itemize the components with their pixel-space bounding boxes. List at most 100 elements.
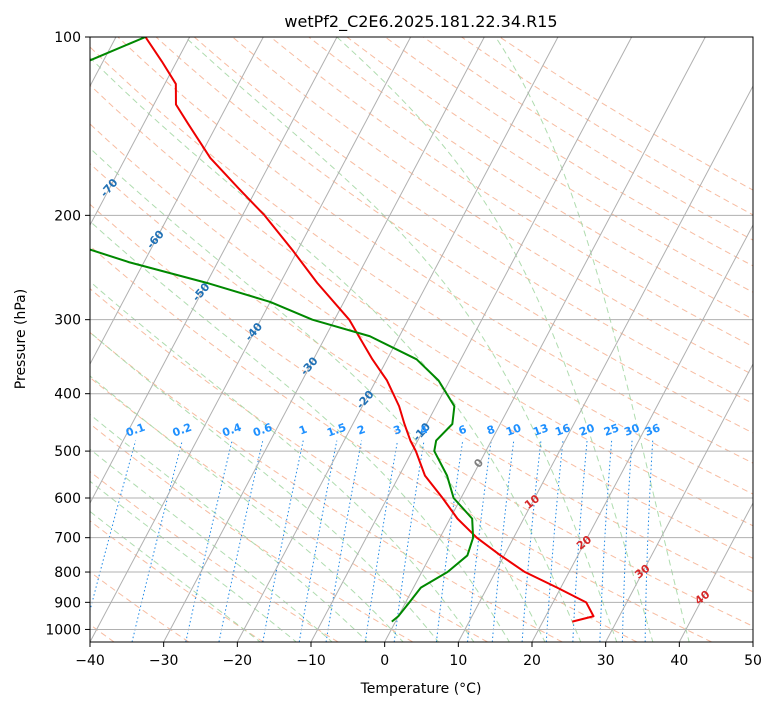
isotherm-label: -20 <box>354 388 377 412</box>
mixing-ratio-label: 6 <box>457 423 469 438</box>
dry-adiabat-line <box>117 37 753 464</box>
isotherm-line <box>236 37 559 642</box>
y-axis: 100 200 300 400 500 600 700 800 900 1000 <box>45 30 90 638</box>
mixing-ratio-line <box>393 440 425 642</box>
x-axis: −40 −30 −20 −10 0 10 20 30 40 50 <box>75 642 762 669</box>
dewpoint-profile-line <box>90 37 475 623</box>
mixing-ratio-line <box>599 440 613 642</box>
dry-adiabat-line <box>346 37 753 293</box>
isotherm-line <box>531 223 753 642</box>
dry-adiabat-label: 30 <box>632 562 652 582</box>
isotherm-label: -80 <box>51 126 74 150</box>
mixing-ratio-line <box>185 440 233 642</box>
mixing-ratio-line <box>364 440 399 642</box>
mixing-ratio-line <box>644 440 654 642</box>
mixing-ratio-line <box>621 440 633 642</box>
dry-adiabat-line <box>423 37 753 241</box>
mixing-ratio-label: 10 <box>504 421 523 439</box>
mixing-ratio-label: 2 <box>356 423 368 438</box>
dry-adiabat-line <box>90 84 753 527</box>
mixing-ratio-label: 1 <box>297 423 309 438</box>
isotherm-label: -60 <box>144 228 167 252</box>
moist-adiabat-line <box>495 37 690 642</box>
isotherm-line <box>90 37 264 366</box>
moist-adiabat-line <box>336 37 654 642</box>
mixing-ratio-line <box>90 440 137 613</box>
isotherm-line <box>605 362 753 642</box>
mixing-ratio-label: 36 <box>643 421 662 439</box>
mixing-ratio-label: 30 <box>622 421 641 439</box>
dry-adiabat-label: 20 <box>574 533 594 553</box>
dry-adiabat-line <box>90 163 753 593</box>
mixing-ratio-label: 0.6 <box>251 421 274 440</box>
y-tick-label: 100 <box>54 30 81 46</box>
mixing-ratio-line <box>572 440 588 642</box>
isotherm-line <box>752 640 753 642</box>
y-tick-label: 800 <box>54 565 81 581</box>
x-tick-label: −40 <box>75 653 105 669</box>
dry-adiabat-line <box>90 571 190 642</box>
isotherm-label: -90 <box>0 82 23 106</box>
mixing-ratio-label: 0.4 <box>221 421 244 440</box>
x-tick-label: 20 <box>523 653 541 669</box>
moist-adiabat-line <box>184 37 618 642</box>
dry-adiabat-label: 40 <box>692 588 712 608</box>
isotherm-line <box>90 37 412 642</box>
y-tick-label: 300 <box>54 313 81 329</box>
moist-adiabat-line <box>90 280 475 642</box>
profile-lines <box>90 37 595 623</box>
dry-adiabat-line <box>90 376 488 642</box>
moist-adiabat-line <box>90 448 333 642</box>
mixing-ratio-label: 20 <box>577 421 596 439</box>
mixing-ratio-line <box>262 440 304 642</box>
isotherm-label: -70 <box>98 176 121 200</box>
mixing-ratio-line <box>218 440 264 642</box>
dry-adiabat-line <box>90 520 264 642</box>
dry-adiabat-line <box>90 46 753 495</box>
moist-adiabat-line <box>90 220 510 642</box>
dry-adiabat-line <box>90 245 712 642</box>
mixing-ratio-line <box>491 440 515 642</box>
mixing-ratio-line <box>435 440 464 642</box>
dry-adiabat-line <box>90 203 753 627</box>
y-axis-label: Pressure (hPa) <box>13 289 29 389</box>
x-tick-label: 50 <box>744 653 762 669</box>
isotherm-line <box>678 501 753 642</box>
dry-adiabat-line <box>270 37 753 348</box>
isotherm-label: 0 <box>471 456 486 471</box>
x-tick-label: −30 <box>149 653 179 669</box>
y-tick-label: 400 <box>54 387 81 403</box>
background-lines <box>90 37 753 642</box>
mixing-ratio-line <box>521 440 542 642</box>
mixing-ratio-line <box>467 440 492 642</box>
isotherm-label: -40 <box>242 320 265 344</box>
mixing-ratio-label: 0.2 <box>171 421 194 440</box>
x-tick-label: 40 <box>670 653 688 669</box>
mixing-ratio-label: 4 <box>418 423 430 438</box>
mixing-ratio-line <box>325 440 363 642</box>
x-tick-label: 30 <box>597 653 615 669</box>
moist-adiabat-line <box>90 375 404 642</box>
moist-adiabat-line <box>90 56 582 642</box>
isotherm-line <box>90 37 191 227</box>
dry-adiabat-line <box>232 37 753 376</box>
isotherm-label: -30 <box>298 354 321 378</box>
y-tick-label: 600 <box>54 491 81 507</box>
x-tick-label: −10 <box>296 653 326 669</box>
mixing-ratio-label: 8 <box>485 423 497 438</box>
mixing-ratio-line <box>298 440 338 642</box>
chart-title: wetPf2_C2E6.2025.181.22.34.R15 <box>284 12 557 32</box>
dry-adiabat-line <box>90 423 414 642</box>
mixing-ratio-line <box>545 440 564 642</box>
plot-frame <box>89 36 754 643</box>
moist-adiabat-line <box>90 331 440 642</box>
moist-adiabat-line <box>90 413 369 642</box>
mixing-ratio-label: 16 <box>553 421 572 439</box>
mixing-ratio-line <box>131 440 183 642</box>
y-tick-label: 500 <box>54 444 81 460</box>
x-tick-label: 0 <box>380 653 389 669</box>
mixing-ratio-label: 1.5 <box>325 421 348 440</box>
y-tick-label: 900 <box>54 595 81 611</box>
x-tick-label: 10 <box>449 653 467 669</box>
